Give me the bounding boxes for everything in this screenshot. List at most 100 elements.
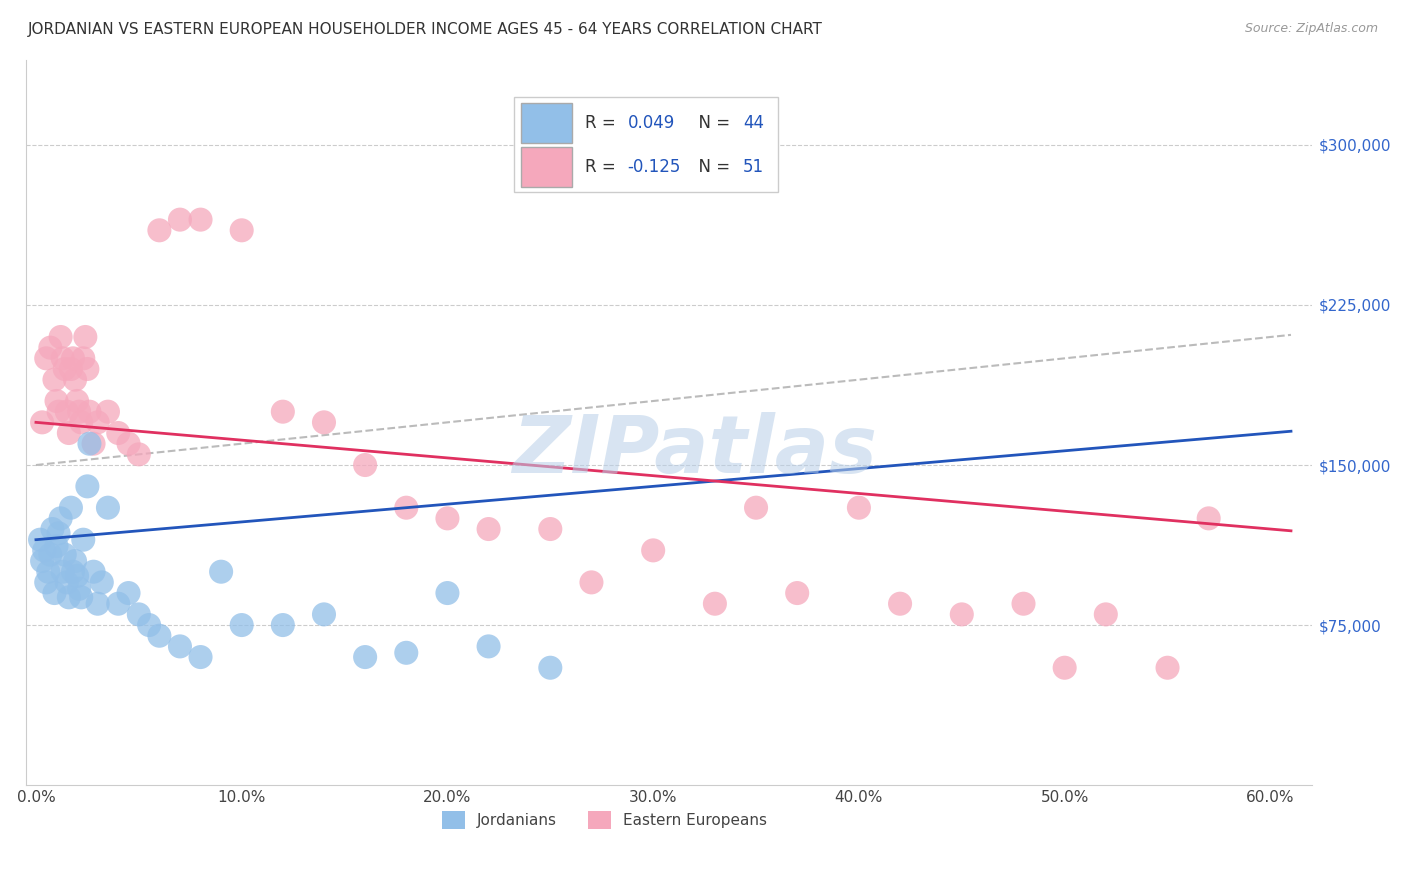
Point [31,554,53,568]
Point [271,618,294,632]
Point [70,415,93,429]
Text: N =: N = [688,158,735,176]
Point [66,394,89,409]
Point [49,330,72,344]
Point [62,351,84,366]
Point [117,586,139,600]
Point [41,522,63,536]
Point [128,607,150,622]
Point [1198,511,1220,525]
Point [436,511,458,525]
Point [67,582,90,596]
Point [1094,607,1116,622]
Point [395,500,418,515]
Point [538,661,561,675]
Point [76,362,98,376]
Point [169,640,191,654]
Point [66,569,89,583]
Point [35,575,58,590]
Point [49,511,72,525]
Point [703,597,725,611]
Point [79,436,101,450]
Text: Source: ZipAtlas.com: Source: ZipAtlas.com [1244,22,1378,36]
Point [848,500,870,515]
Point [354,458,377,472]
Text: R =: R = [585,158,621,176]
Point [231,618,253,632]
Text: 51: 51 [744,158,765,176]
Point [190,650,212,665]
Point [63,373,86,387]
Point [53,362,76,376]
Point [62,565,84,579]
Point [745,500,768,515]
Point [75,330,97,344]
Point [72,533,94,547]
Text: ZIPatlas: ZIPatlas [512,412,877,491]
Point [58,425,80,440]
Point [786,586,808,600]
Point [48,405,70,419]
Point [169,212,191,227]
Point [128,447,150,461]
Text: -0.125: -0.125 [627,158,681,176]
Point [79,405,101,419]
Point [86,415,108,429]
Point [1053,661,1076,675]
Point [86,597,108,611]
Point [643,543,665,558]
Legend: Jordanians, Eastern Europeans: Jordanians, Eastern Europeans [436,805,773,836]
Point [70,591,93,605]
Text: N =: N = [688,114,735,132]
Point [52,351,75,366]
Point [76,479,98,493]
Point [31,415,53,429]
FancyBboxPatch shape [520,103,572,143]
Point [950,607,973,622]
Point [58,591,80,605]
Point [48,526,70,541]
Point [35,351,58,366]
Point [581,575,603,590]
Text: JORDANIAN VS EASTERN EUROPEAN HOUSEHOLDER INCOME AGES 45 - 64 YEARS CORRELATION : JORDANIAN VS EASTERN EUROPEAN HOUSEHOLDE… [28,22,823,37]
Point [37,565,59,579]
Point [83,565,105,579]
Point [312,607,335,622]
Point [83,436,105,450]
Text: R =: R = [585,114,621,132]
Point [107,425,129,440]
Point [312,415,335,429]
Point [97,405,120,419]
Point [39,341,62,355]
Point [44,373,66,387]
Point [97,500,120,515]
Point [56,575,79,590]
Point [271,405,294,419]
Point [90,575,112,590]
Point [138,618,160,632]
Point [56,405,79,419]
Point [231,223,253,237]
Point [148,223,170,237]
FancyBboxPatch shape [515,97,778,192]
Point [436,586,458,600]
Point [45,539,67,553]
Point [395,646,418,660]
Point [1156,661,1178,675]
Point [44,586,66,600]
Point [354,650,377,665]
Text: 44: 44 [744,114,765,132]
Text: 0.049: 0.049 [627,114,675,132]
Point [32,543,55,558]
FancyBboxPatch shape [520,146,572,186]
Point [148,629,170,643]
Point [72,351,94,366]
Point [59,500,82,515]
Point [477,522,499,536]
Point [107,597,129,611]
Point [209,565,232,579]
Point [63,554,86,568]
Point [45,394,67,409]
Point [28,533,51,547]
Point [39,548,62,562]
